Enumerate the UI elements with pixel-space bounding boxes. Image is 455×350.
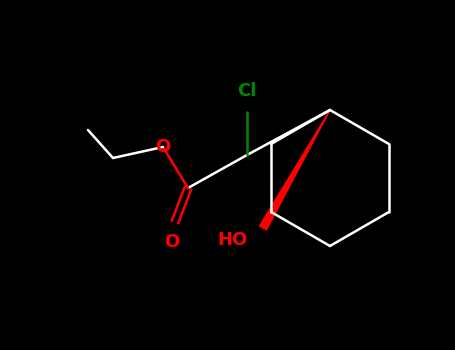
Text: HO: HO xyxy=(218,231,248,249)
Polygon shape xyxy=(259,110,330,230)
Text: O: O xyxy=(155,138,171,156)
Text: O: O xyxy=(164,233,180,251)
Text: Cl: Cl xyxy=(238,82,257,100)
